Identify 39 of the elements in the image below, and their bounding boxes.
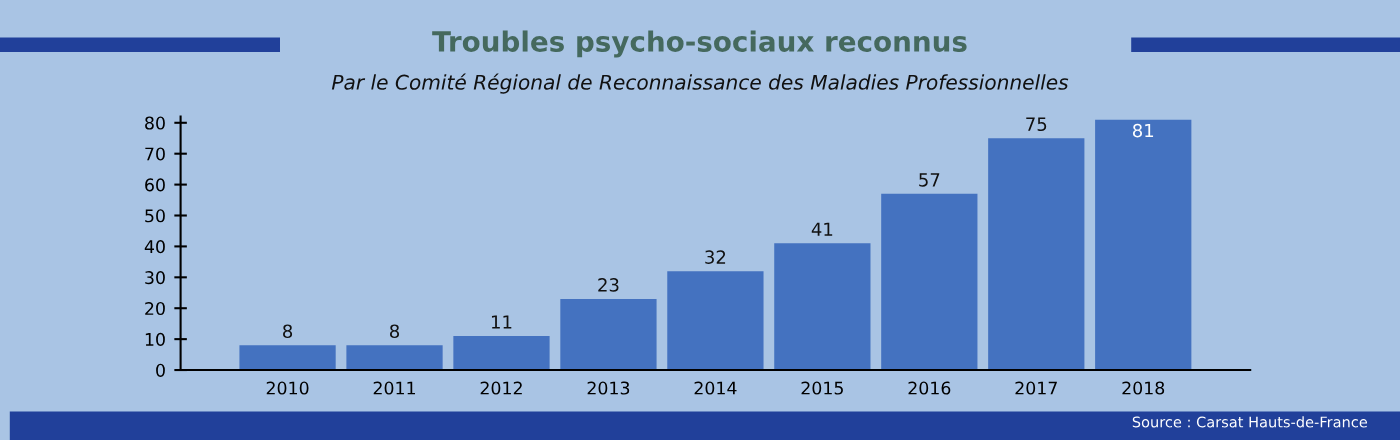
y-tick-label: 30	[145, 271, 165, 285]
y-tick-label: 70	[145, 147, 165, 161]
y-tick-label: 10	[145, 332, 165, 346]
bar	[667, 271, 764, 371]
x-tick-label: 2017	[1015, 381, 1057, 395]
data-label: 8	[283, 324, 293, 339]
data-label: 8	[390, 324, 400, 339]
bar	[346, 345, 443, 371]
bar	[560, 298, 657, 371]
y-tick-label: 60	[145, 178, 165, 192]
y-tick-label: 50	[145, 209, 165, 223]
bar	[881, 193, 978, 371]
data-label: 57	[919, 173, 940, 187]
y-tick-label: 80	[145, 116, 165, 130]
bar	[988, 138, 1085, 371]
y-tick-label: 0	[156, 363, 165, 377]
x-tick-label: 2010	[266, 381, 309, 395]
x-tick-label: 2012	[480, 381, 522, 395]
x-tick-label: 2013	[587, 381, 630, 395]
bar	[453, 336, 550, 371]
data-label: 11	[491, 315, 512, 329]
chart-subtitle: Par le Comité Régional de Reconnaissance des Maladies Professionnelles	[331, 73, 1069, 94]
data-label: 23	[598, 278, 619, 292]
x-tick-label: 2014	[694, 381, 737, 395]
y-tick-label: 40	[144, 240, 165, 254]
x-tick-label: 2016	[908, 381, 951, 395]
source-note: Source : Carsat Hauts-de-France	[1132, 416, 1368, 428]
x-tick-label: 2011	[373, 381, 416, 395]
y-tick-label: 20	[145, 301, 165, 316]
bar	[774, 243, 871, 371]
data-label: 32	[705, 250, 726, 264]
bar	[239, 345, 336, 371]
data-label: 75	[1026, 117, 1047, 132]
x-tick-label: 2015	[801, 381, 843, 395]
data-label: 81	[1132, 123, 1154, 138]
chart-title: Troubles psycho-sociaux reconnus	[432, 30, 967, 58]
bar	[1095, 119, 1192, 371]
data-label: 41	[811, 222, 833, 236]
x-tick-label: 2018	[1122, 381, 1165, 395]
